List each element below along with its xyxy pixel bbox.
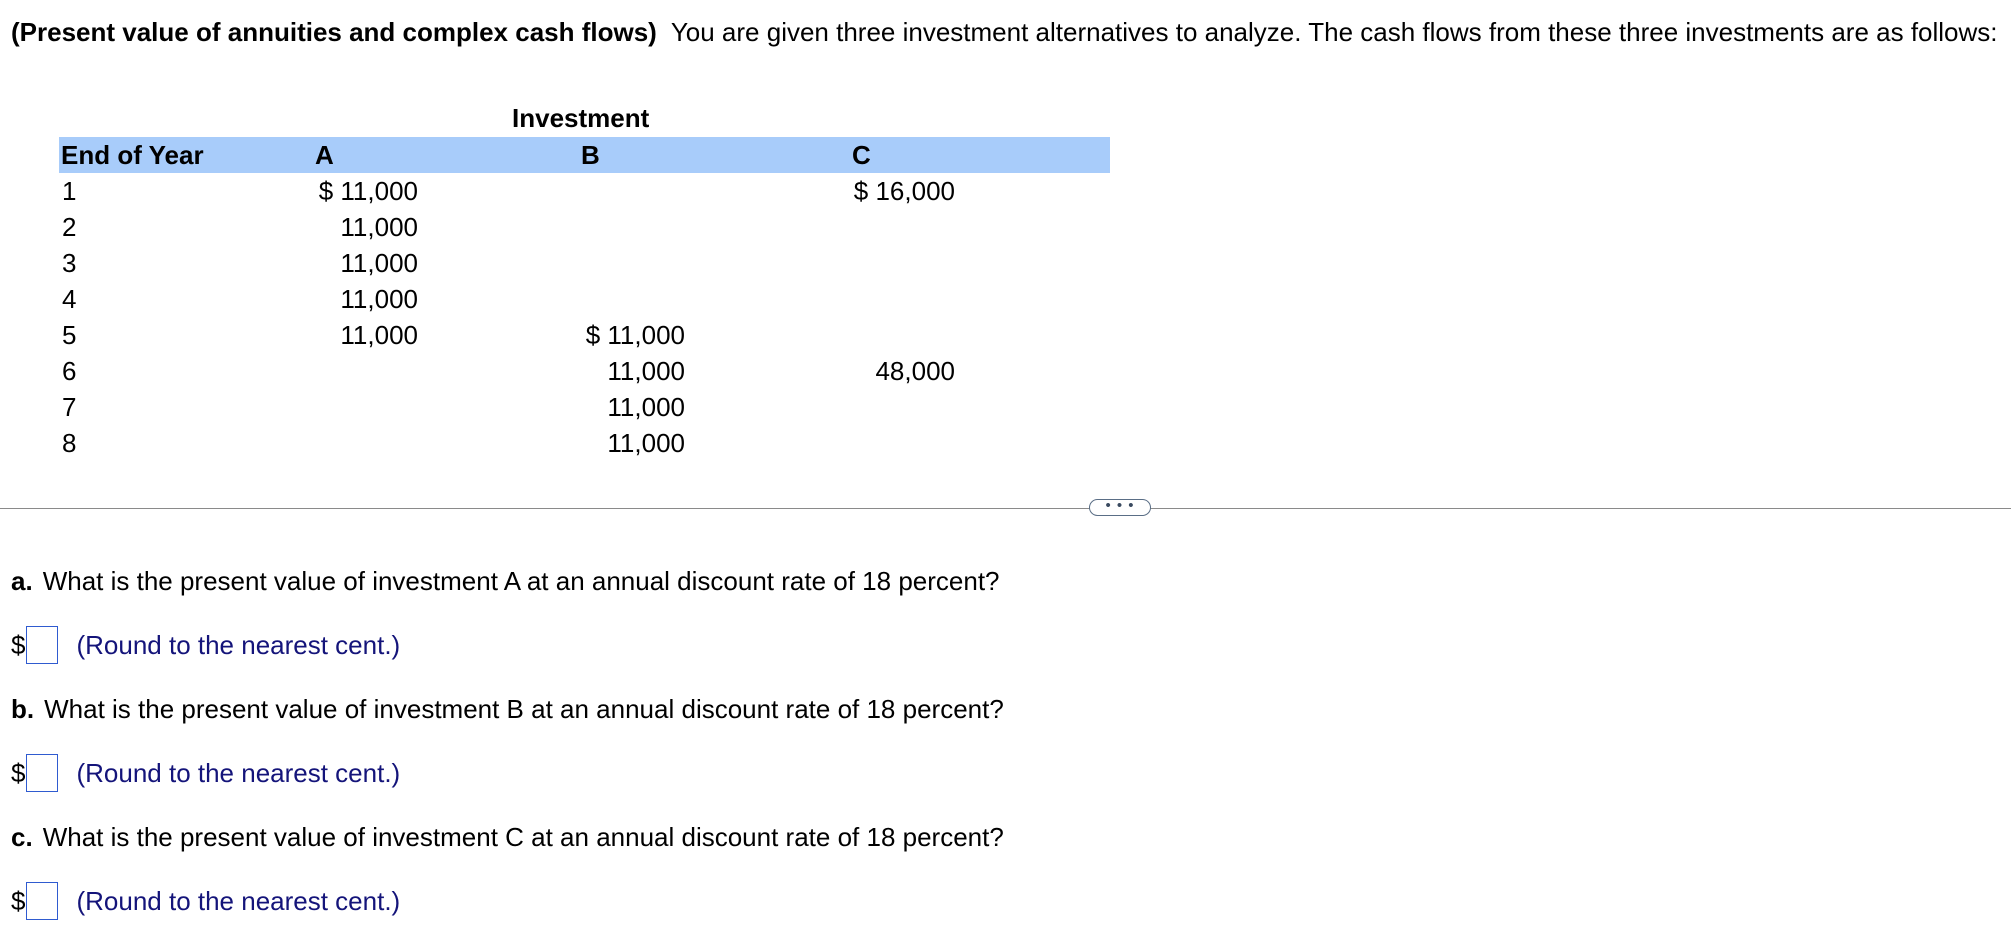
answer-a-input[interactable] [26,626,59,664]
answer-c-input[interactable] [26,882,59,920]
cell-a: $ 11,000 [318,176,418,206]
problem-title: (Present value of annuities and complex … [11,17,657,47]
rounding-hint: (Round to the nearest cent.) [76,630,401,660]
answer-b-input[interactable] [26,754,59,792]
year-cell: 1 [62,176,77,206]
question-c-letter: c. [11,822,33,852]
question-b: b. What is the present value of investmen… [11,693,1004,725]
cell-a: 11,000 [340,320,418,350]
problem-text: You are given three investment alternati… [670,17,1998,47]
cell-b: 11,000 [607,428,685,458]
cell-b: 11,000 [607,356,685,386]
currency-symbol: $ [11,886,26,916]
currency-symbol: $ [11,630,26,660]
question-b-text: What is the present value of investment … [44,694,1004,724]
header-investment-c: C [852,140,871,170]
question-a-letter: a. [11,566,33,596]
problem-intro: (Present value of annuities and complex … [11,16,1998,48]
investment-group-header: Investment [512,103,650,133]
year-cell: 4 [62,284,77,314]
year-cell: 7 [62,392,77,422]
question-c: c. What is the present value of investmen… [11,821,1004,853]
question-b-letter: b. [11,694,35,724]
cell-b: 11,000 [607,392,685,422]
rounding-hint: (Round to the nearest cent.) [76,886,401,916]
cell-c: $ 16,000 [853,176,955,206]
year-cell: 2 [62,212,77,242]
answer-row-a: $ (Round to the nearest cent.) [11,624,400,666]
header-investment-a: A [315,140,334,170]
year-cell: 3 [62,248,77,278]
question-a-text: What is the present value of investment … [42,566,1000,596]
year-cell: 8 [62,428,77,458]
currency-symbol: $ [11,758,26,788]
year-cell: 6 [62,356,77,386]
question-c-text: What is the present value of investment … [42,822,1004,852]
header-investment-b: B [581,140,600,170]
rounding-hint: (Round to the nearest cent.) [76,758,401,788]
year-cell: 5 [62,320,77,350]
answer-row-c: $ (Round to the nearest cent.) [11,880,400,922]
cell-c: 48,000 [875,356,955,386]
cell-a: 11,000 [340,212,418,242]
question-a: a. What is the present value of investmen… [11,565,1000,597]
answer-row-b: $ (Round to the nearest cent.) [11,752,400,794]
header-end-of-year: End of Year [61,140,204,170]
more-options-button[interactable]: • • • [1089,498,1151,516]
table-header-band [59,137,1110,173]
cell-a: 11,000 [340,248,418,278]
cell-a: 11,000 [340,284,418,314]
section-divider [0,508,2011,509]
cell-b: $ 11,000 [585,320,685,350]
